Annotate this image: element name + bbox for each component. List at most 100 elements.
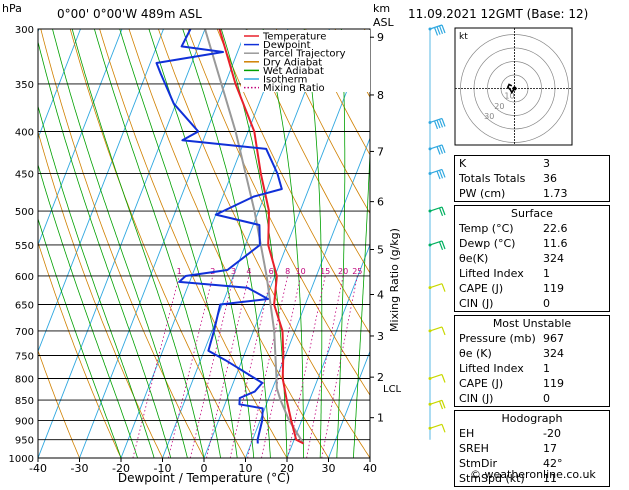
- wind-barb-feather: [442, 400, 445, 408]
- pressure-tick-label: 350: [15, 80, 34, 91]
- x-tick-label: -30: [71, 462, 89, 475]
- wind-barb-feather: [440, 401, 443, 409]
- mixing-ratio-label: 4: [246, 267, 251, 276]
- pressure-tick-label: 600: [15, 272, 34, 283]
- wind-barb-feather: [440, 119, 443, 127]
- surface-box: Surface Temp (°C)22.6 Dewp (°C)11.6 θe(K…: [454, 205, 610, 312]
- mixing-ratio-label: 10: [296, 267, 306, 276]
- mixing-ratio-label: 25: [352, 267, 362, 276]
- wind-barb-dot: [429, 286, 432, 289]
- surface-li-value: 1: [543, 266, 603, 281]
- surface-cin-value: 0: [543, 296, 603, 311]
- km-tick-label: 9: [377, 31, 384, 44]
- mu-theta-label: θe (K): [459, 346, 492, 361]
- isotherm-line: [38, 29, 205, 458]
- tt-label: Totals Totals: [459, 171, 525, 186]
- legend-entry: Mixing Ratio: [263, 83, 325, 94]
- km-tick-label: 3: [377, 330, 384, 343]
- mixing-ratio-label: 8: [285, 267, 290, 276]
- pressure-tick-label: 700: [15, 327, 34, 338]
- mixing-ratio-label: 3: [231, 267, 236, 276]
- wind-barb-feather: [440, 242, 443, 250]
- wind-barb-feather: [442, 207, 445, 215]
- wet-adiabat-line: [353, 29, 373, 458]
- mu-cape-label: CAPE (J): [459, 376, 503, 391]
- km-tick-label: 6: [377, 196, 384, 209]
- km-tick-label: 1: [377, 412, 384, 425]
- pressure-tick-label: 750: [15, 351, 34, 362]
- wind-barb-feather: [440, 208, 443, 216]
- surface-temp-row: Temp (°C)22.6: [455, 221, 609, 236]
- km-tick-label: 4: [377, 288, 384, 301]
- mu-li-label: Lifted Index: [459, 361, 524, 376]
- surface-temp-label: Temp (°C): [459, 221, 514, 236]
- surface-cape-row: CAPE (J)119: [455, 281, 609, 296]
- x-tick-label: 30: [322, 462, 336, 475]
- pressure-tick-label: 800: [15, 374, 34, 385]
- wind-barb-feather: [442, 284, 445, 292]
- mixing-ratio-line: [168, 276, 212, 458]
- mixing-ratio-label: 6: [269, 267, 274, 276]
- surface-theta-label: θe(K): [459, 251, 488, 266]
- pressure-tick-label: 300: [15, 25, 34, 36]
- mu-cape-value: 119: [543, 376, 603, 391]
- mu-cin-row: CIN (J)0: [455, 391, 609, 406]
- surface-theta-value: 324: [543, 251, 603, 266]
- wind-barb-feather: [442, 424, 445, 432]
- mu-pressure-row: Pressure (mb)967: [455, 331, 609, 346]
- eh-row: EH-20: [455, 426, 609, 441]
- wind-barb-feather: [435, 121, 438, 129]
- km-label: km: [373, 2, 390, 15]
- pressure-tick-label: 500: [15, 207, 34, 218]
- pw-label: PW (cm): [459, 186, 505, 201]
- wind-barb-feather: [437, 120, 440, 128]
- hodograph-kt-label: kt: [459, 32, 468, 42]
- pressure-tick-label: 650: [15, 301, 34, 312]
- surface-title: Surface: [455, 206, 609, 221]
- wind-barb-dot: [429, 377, 432, 380]
- x-tick-label: 40: [363, 462, 377, 475]
- most-unstable-title: Most Unstable: [455, 316, 609, 331]
- wind-barb-feather: [435, 27, 438, 35]
- wind-barb-staff: [430, 284, 442, 288]
- dry-adiabat-line: [217, 29, 453, 458]
- wind-barb-feather: [442, 169, 445, 177]
- wind-barb-feather: [442, 145, 445, 153]
- wind-barb-dot: [429, 147, 432, 150]
- hodograph-storm-marker: [513, 87, 517, 91]
- wind-barb-feather: [442, 118, 445, 126]
- surface-dewp-value: 11.6: [543, 236, 603, 251]
- pw-row: PW (cm)1.73: [455, 186, 609, 201]
- asl-label: ASL: [373, 16, 395, 29]
- dry-adiabat-line: [0, 29, 80, 458]
- surface-cin-label: CIN (J): [459, 296, 493, 311]
- mixing-ratio-label: 1: [177, 267, 182, 276]
- km-tick-label: 8: [377, 89, 384, 102]
- km-tick-label: 7: [377, 145, 384, 158]
- wind-barb-feather: [440, 146, 443, 154]
- wind-barb-dot: [429, 210, 432, 213]
- pressure-tick-label: 850: [15, 396, 34, 407]
- wind-barb-dot: [429, 427, 432, 430]
- wet-adiabat-line: [183, 29, 271, 458]
- datetime-label: 11.09.2021 12GMT (Base: 12): [408, 7, 588, 21]
- wind-barb-dot: [429, 243, 432, 246]
- wind-barb-dot: [429, 172, 432, 175]
- pressure-tick-label: 400: [15, 128, 34, 139]
- hodograph-frame: [455, 28, 572, 145]
- k-value: 3: [543, 156, 603, 171]
- wind-barb-dot: [429, 28, 432, 31]
- wind-barb-staff: [430, 374, 442, 378]
- sreh-value: 17: [543, 441, 603, 456]
- mu-theta-row: θe (K)324: [455, 346, 609, 361]
- mixing-ratio-label: 20: [338, 267, 348, 276]
- wind-barb-feather: [440, 170, 443, 178]
- hodograph-ring-label: 30: [484, 112, 494, 121]
- mu-pressure-value: 967: [543, 331, 603, 346]
- mu-cin-value: 0: [543, 391, 603, 406]
